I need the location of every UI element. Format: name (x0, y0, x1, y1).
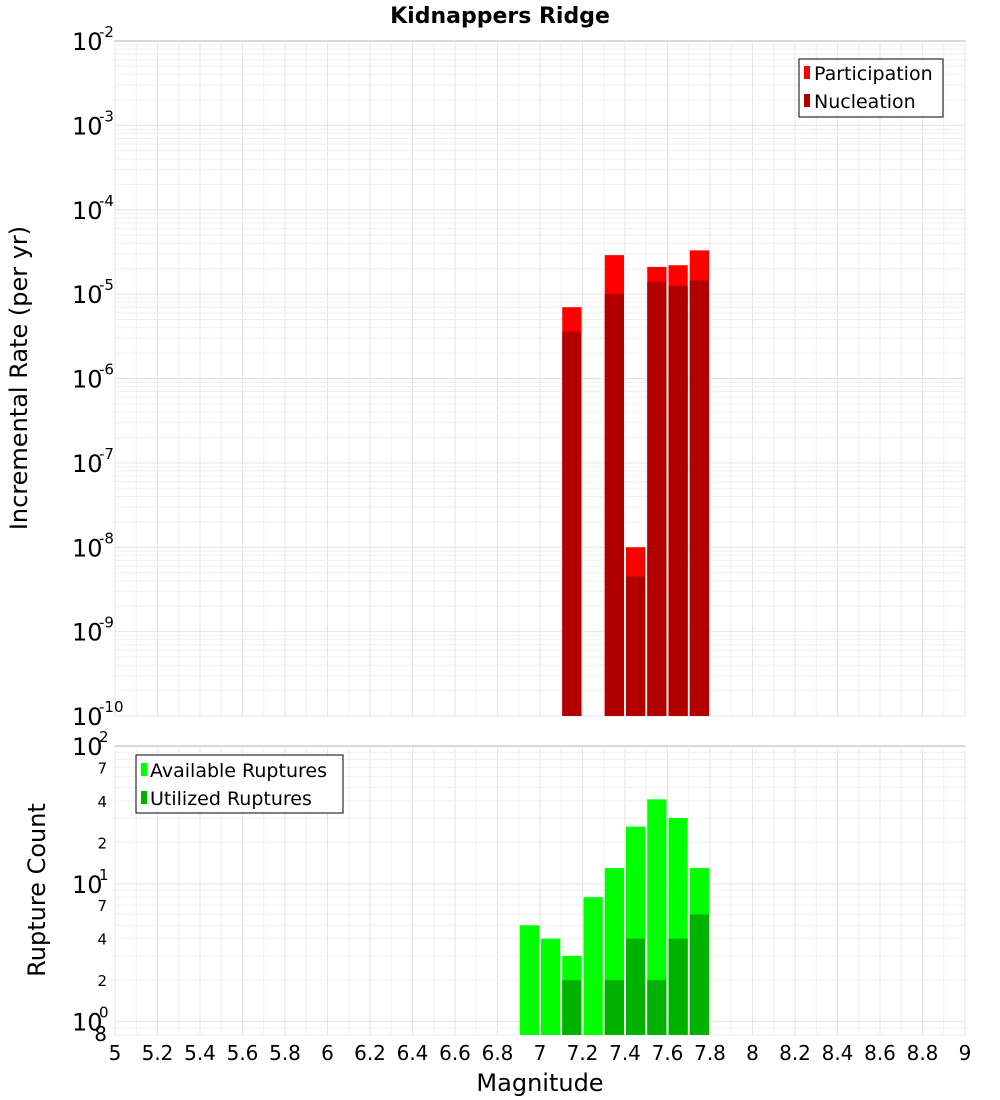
count-bar-available-ruptures (519, 925, 539, 1035)
magnitude-x-ticks: 5 5.2 5.4 5.6 5.8 6 6.2 6.4 6.6 6.8 7 7.2 7.4 7.6 7.8 8… (109, 1041, 972, 1065)
x-tick-label: 7.2 (567, 1041, 599, 1065)
chart-title: Kidnappers Ridge (390, 4, 610, 29)
rate-y-tick-exponent: -6 (99, 361, 114, 379)
available-legend-label: Available Ruptures (150, 760, 327, 782)
count-plot-bars (519, 799, 709, 1035)
participation-legend-label: Participation (814, 63, 933, 85)
count-y-tick-minor: 4 (97, 793, 107, 811)
count-y-tick-minor: 2 (97, 834, 107, 852)
x-tick-label: 9 (959, 1041, 972, 1065)
count-y-tick-minor: 8 (94, 1022, 107, 1046)
x-tick-label: 7.6 (652, 1041, 684, 1065)
x-tick-label: 6.8 (482, 1041, 514, 1065)
count-bar-utilized-ruptures (668, 938, 688, 1035)
x-tick-label: 5.6 (227, 1041, 259, 1065)
utilized-legend-swatch (141, 791, 147, 804)
x-tick-label: 6.4 (397, 1041, 429, 1065)
count-bar-utilized-ruptures (604, 980, 624, 1035)
rate-y-tick-base: 10 (72, 366, 103, 394)
count-y-tick-exponent: 2 (99, 728, 109, 746)
x-tick-label: 6 (321, 1041, 334, 1065)
rate-bar-nucleation (562, 331, 582, 716)
x-tick-label: 5.8 (269, 1041, 301, 1065)
rate-bar-nucleation (604, 294, 624, 716)
x-tick-label: 8.8 (907, 1041, 939, 1065)
count-y-tick-base: 10 (72, 871, 103, 899)
rate-y-tick-base: 10 (72, 197, 103, 225)
count-y-tick-minor: 4 (97, 931, 107, 949)
x-tick-label: 5.2 (142, 1041, 174, 1065)
rate-y-tick-base: 10 (72, 281, 103, 309)
x-tick-label: 8.2 (779, 1041, 811, 1065)
x-tick-label: 6.6 (439, 1041, 471, 1065)
count-y-axis-label: Rupture Count (23, 803, 51, 977)
magnitude-x-axis-label: Magnitude (476, 1069, 603, 1097)
rate-y-tick-base: 10 (72, 703, 103, 731)
x-tick-label: 5.4 (184, 1041, 216, 1065)
count-bar-utilized-ruptures (647, 980, 667, 1035)
x-tick-label: 7.4 (609, 1041, 641, 1065)
x-tick-label: 7.8 (694, 1041, 726, 1065)
x-tick-label: 8.6 (864, 1041, 896, 1065)
rate-bar-nucleation (668, 285, 688, 716)
count-y-tick-base: 10 (72, 733, 103, 761)
count-y-tick-minor: 7 (97, 759, 107, 777)
rate-y-tick-exponent: -5 (99, 276, 114, 294)
rate-y-tick-base: 10 (72, 534, 103, 562)
participation-legend-swatch (804, 66, 810, 79)
rate-bar-nucleation (626, 576, 646, 716)
rate-y-tick-exponent: -3 (99, 107, 114, 125)
rate-legend: Participation Nucleation (798, 58, 944, 118)
count-y-tick-exponent: 1 (99, 866, 109, 884)
rate-y-tick-exponent: -10 (99, 698, 124, 716)
rate-bar-nucleation (689, 280, 709, 716)
count-bar-available-ruptures (647, 799, 667, 1035)
rate-y-tick-exponent: -2 (99, 23, 114, 41)
count-y-tick-minor: 7 (97, 897, 107, 915)
rate-y-tick-base: 10 (72, 619, 103, 647)
nucleation-legend-label: Nucleation (814, 91, 916, 113)
rate-legend-box (798, 58, 944, 118)
available-legend-swatch (141, 763, 147, 776)
x-tick-label: 8.4 (822, 1041, 854, 1065)
rate-bar-nucleation (647, 281, 667, 716)
rate-plot-grid (114, 41, 966, 717)
count-y-tick-minor: 2 (97, 972, 107, 990)
count-bar-utilized-ruptures (626, 938, 646, 1035)
rate-y-tick-exponent: -8 (99, 529, 114, 547)
count-bar-available-ruptures (583, 897, 603, 1035)
x-tick-label: 5 (109, 1041, 122, 1065)
rate-y-tick-base: 10 (72, 28, 103, 56)
utilized-legend-label: Utilized Ruptures (150, 788, 312, 810)
x-tick-label: 8 (746, 1041, 759, 1065)
count-y-tick-base: 10 (72, 1009, 103, 1037)
rate-y-axis-label: Incremental Rate (per yr) (5, 226, 33, 530)
rate-y-tick-base: 10 (72, 450, 103, 478)
nucleation-legend-swatch (804, 94, 810, 107)
x-tick-label: 6.2 (354, 1041, 386, 1065)
count-bar-utilized-ruptures (689, 914, 709, 1035)
x-tick-label: 7 (534, 1041, 547, 1065)
count-bar-available-ruptures (541, 938, 561, 1035)
count-bar-utilized-ruptures (562, 980, 582, 1035)
rate-y-tick-exponent: -4 (99, 192, 114, 210)
rate-y-tick-base: 10 (72, 112, 103, 140)
count-legend-box (135, 754, 344, 814)
rate-y-tick-exponent: -9 (99, 614, 114, 632)
count-legend: Available Ruptures Utilized Ruptures (135, 754, 344, 814)
rate-y-tick-exponent: -7 (99, 445, 114, 463)
count-plot-grid (114, 746, 966, 1036)
rate-plot-bars (562, 250, 709, 717)
count-y-tick-exponent: 0 (99, 1004, 109, 1022)
